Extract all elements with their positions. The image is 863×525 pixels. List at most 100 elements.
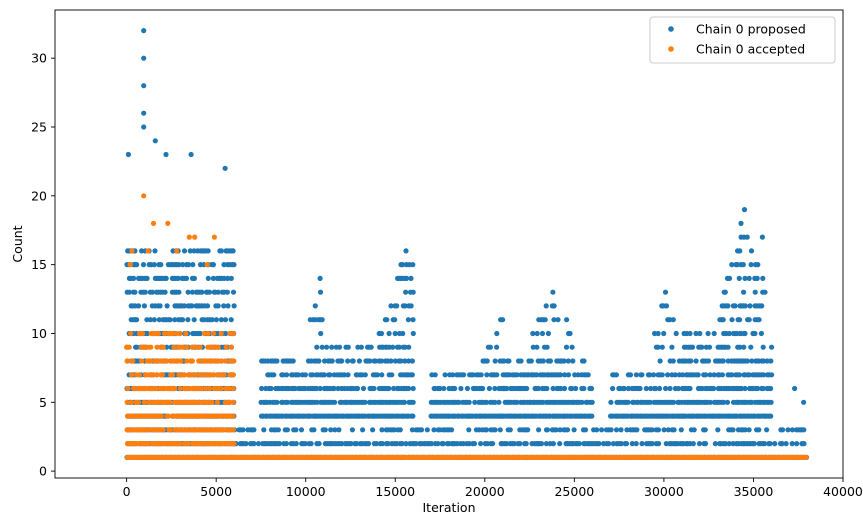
proposed-point bbox=[688, 358, 694, 364]
proposed-point bbox=[230, 248, 236, 254]
proposed-point bbox=[726, 441, 732, 447]
proposed-point bbox=[358, 344, 364, 350]
proposed-point bbox=[545, 330, 552, 337]
proposed-point bbox=[504, 385, 510, 392]
proposed-point bbox=[152, 138, 158, 144]
proposed-point bbox=[322, 358, 328, 364]
proposed-point bbox=[284, 372, 290, 378]
proposed-point bbox=[589, 399, 595, 405]
proposed-point bbox=[374, 372, 380, 378]
proposed-point bbox=[480, 385, 486, 392]
proposed-point bbox=[149, 289, 156, 295]
proposed-point bbox=[410, 289, 416, 295]
accepted-point bbox=[181, 372, 187, 378]
proposed-point bbox=[210, 275, 216, 281]
proposed-point bbox=[185, 289, 191, 295]
proposed-point bbox=[705, 358, 712, 364]
accepted-point bbox=[160, 427, 166, 433]
proposed-point bbox=[368, 344, 374, 350]
proposed-point bbox=[722, 289, 728, 295]
proposed-point bbox=[404, 275, 410, 281]
accepted-point bbox=[167, 399, 173, 405]
proposed-point bbox=[403, 248, 409, 254]
proposed-point bbox=[789, 441, 795, 447]
accepted-point bbox=[211, 234, 217, 240]
proposed-point bbox=[401, 399, 408, 405]
proposed-point bbox=[370, 427, 376, 433]
proposed-point bbox=[693, 330, 699, 337]
accepted-point bbox=[150, 372, 156, 378]
proposed-point bbox=[651, 372, 657, 378]
accepted-point bbox=[184, 358, 190, 364]
proposed-point bbox=[316, 358, 322, 364]
proposed-point bbox=[183, 275, 190, 281]
proposed-point bbox=[222, 317, 229, 323]
proposed-point bbox=[610, 385, 616, 392]
proposed-point bbox=[295, 372, 301, 378]
proposed-point bbox=[507, 427, 513, 433]
proposed-point bbox=[544, 427, 551, 433]
proposed-point bbox=[391, 427, 397, 433]
proposed-point bbox=[772, 441, 778, 447]
x-tick-label: 25000 bbox=[554, 484, 594, 499]
proposed-point bbox=[397, 427, 403, 433]
proposed-point bbox=[164, 303, 170, 309]
proposed-point bbox=[348, 441, 354, 447]
proposed-point bbox=[197, 330, 203, 337]
proposed-point bbox=[373, 441, 379, 447]
proposed-point bbox=[437, 385, 443, 392]
proposed-point bbox=[228, 275, 234, 281]
proposed-point bbox=[564, 317, 570, 323]
y-axis-ticks: 0 5 10 15 20 25 30 bbox=[31, 51, 55, 479]
accepted-point bbox=[128, 399, 134, 405]
proposed-point bbox=[243, 441, 249, 447]
proposed-point bbox=[204, 303, 211, 309]
proposed-point bbox=[317, 289, 324, 295]
proposed-point bbox=[551, 317, 557, 323]
proposed-point bbox=[199, 289, 205, 295]
accepted-point bbox=[223, 344, 229, 350]
proposed-point bbox=[712, 441, 719, 447]
proposed-point bbox=[648, 385, 654, 392]
proposed-point bbox=[312, 303, 318, 309]
proposed-point bbox=[406, 385, 412, 392]
proposed-point bbox=[406, 344, 412, 350]
proposed-point bbox=[134, 317, 140, 323]
proposed-point bbox=[215, 289, 221, 295]
proposed-point bbox=[478, 372, 484, 378]
accepted-point bbox=[184, 344, 190, 350]
proposed-point bbox=[494, 344, 500, 350]
proposed-point bbox=[180, 262, 186, 268]
proposed-point bbox=[553, 427, 559, 433]
proposed-point bbox=[180, 317, 186, 323]
proposed-point bbox=[390, 344, 396, 350]
proposed-point bbox=[550, 441, 557, 447]
proposed-point bbox=[643, 385, 649, 392]
proposed-point bbox=[759, 303, 765, 309]
proposed-point bbox=[558, 385, 564, 392]
proposed-point bbox=[418, 427, 425, 433]
proposed-point bbox=[230, 289, 237, 295]
proposed-point bbox=[391, 385, 397, 392]
proposed-point bbox=[175, 275, 181, 281]
proposed-point bbox=[283, 441, 289, 447]
proposed-point bbox=[748, 262, 754, 268]
proposed-point bbox=[284, 427, 290, 433]
proposed-point bbox=[386, 385, 392, 392]
proposed-point bbox=[410, 385, 416, 392]
proposed-point bbox=[314, 385, 320, 392]
proposed-point bbox=[486, 385, 492, 392]
proposed-point bbox=[464, 385, 470, 392]
proposed-point bbox=[663, 385, 669, 392]
proposed-point bbox=[543, 441, 550, 447]
accepted-point bbox=[197, 399, 203, 405]
proposed-point bbox=[563, 344, 570, 350]
accepted-point bbox=[160, 344, 166, 350]
proposed-point bbox=[274, 399, 280, 405]
accepted-point bbox=[204, 262, 210, 268]
proposed-point bbox=[188, 151, 194, 158]
proposed-point bbox=[741, 344, 747, 350]
proposed-point bbox=[144, 330, 150, 337]
proposed-point bbox=[695, 372, 701, 378]
proposed-point bbox=[741, 289, 747, 295]
